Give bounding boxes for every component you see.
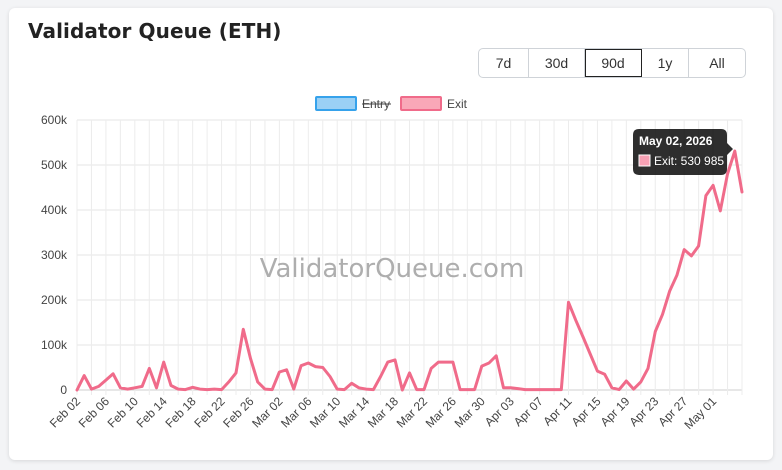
x-tick-label: Mar 02 [249,394,286,431]
x-tick-label: Apr 23 [626,394,661,429]
page-title: Validator Queue (ETH) [28,19,282,43]
x-tick-label: Feb 22 [191,394,228,431]
y-tick-label: 600k [41,113,68,127]
chart-legend: Entry Exit [315,96,468,111]
legend-label-exit[interactable]: Exit [447,97,468,111]
y-tick-label: 200k [41,293,68,307]
chart-grid [76,119,743,395]
x-tick-label: Feb 26 [220,394,257,431]
x-tick-label: Mar 10 [307,394,344,431]
x-tick-label: Apr 03 [482,394,517,429]
x-tick-label: Mar 26 [423,394,460,431]
tooltip: May 02, 2026 Exit: 530 985 [633,129,733,175]
y-tick-label: 100k [41,338,68,352]
y-tick-label: 0 [60,383,67,397]
legend-swatch-exit[interactable] [400,96,442,111]
x-tick-label: Mar 22 [394,394,431,431]
x-tick-label: Apr 19 [598,394,633,429]
tooltip-swatch [638,154,651,167]
range-button-all[interactable]: All [709,55,725,71]
x-tick-label: Mar 18 [365,394,402,431]
x-tick-label: Mar 06 [278,394,315,431]
x-tick-label: Mar 14 [336,394,373,431]
x-tick-label: Feb 10 [105,394,142,431]
tooltip-box [633,129,733,175]
y-axis: 0 100k 200k 300k 400k 500k 600k [41,113,68,397]
x-tick-label: Apr 15 [569,394,604,429]
tooltip-title: May 02, 2026 [639,134,713,148]
x-tick-label: Feb 18 [162,394,199,431]
range-button-90d[interactable]: 90d [585,49,642,77]
y-tick-label: 400k [41,203,68,217]
range-button-7d[interactable]: 7d [479,49,529,77]
range-button-30d[interactable]: 30d [529,49,585,77]
y-tick-label: 500k [41,158,68,172]
watermark-text: ValidatorQueue.com [260,254,525,284]
chart-card [9,8,773,460]
series-line-exit[interactable] [75,149,744,392]
x-tick-label: Apr 11 [540,394,575,429]
legend-swatch-entry[interactable] [315,96,357,111]
x-tick-label: Mar 30 [452,394,489,431]
x-tick-label: Apr 07 [511,394,546,429]
tooltip-body: Exit: 530 985 [654,154,724,168]
time-range-selector: 7d 30d 90d 1y All [478,48,746,78]
x-tick-label: Feb 14 [134,394,171,431]
x-tick-label: Feb 06 [76,394,113,431]
range-button-1y[interactable]: 1y [642,49,689,77]
y-tick-label: 300k [41,248,68,262]
x-tick-label: Feb 02 [47,394,84,431]
x-tick-label: May 01 [681,394,719,432]
